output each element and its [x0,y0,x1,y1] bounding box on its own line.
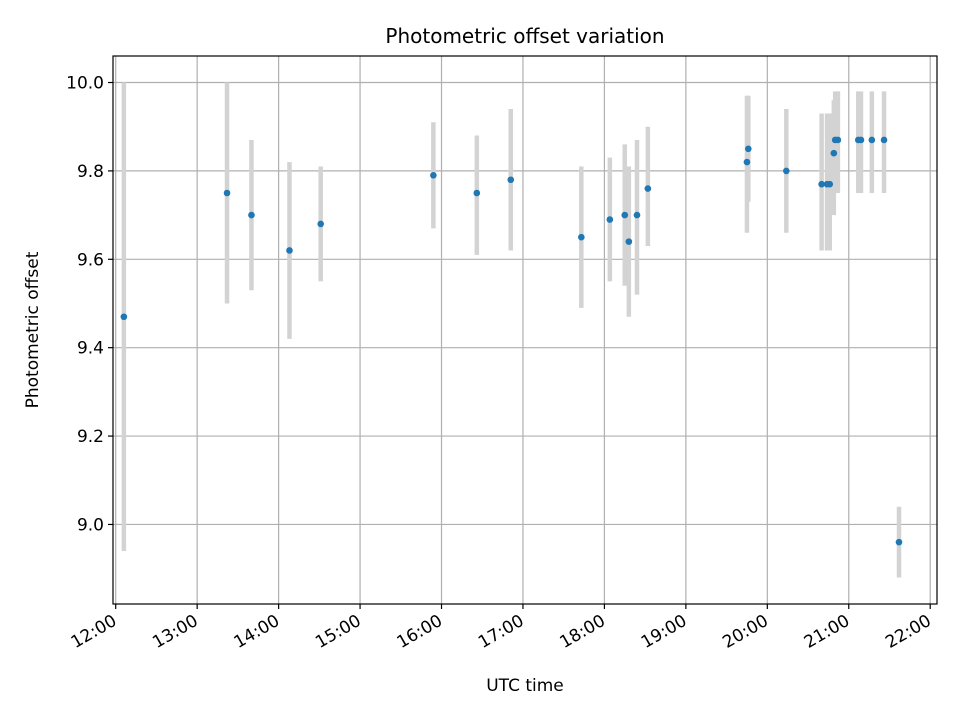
data-point [633,211,641,219]
data-point [783,167,790,175]
data-points [120,136,903,546]
data-point [857,136,865,144]
data-point [473,189,481,197]
data-point [317,220,324,228]
data-point [120,313,128,321]
data-point [818,180,825,188]
data-point [621,211,629,219]
data-point [745,145,752,153]
data-point [625,238,633,245]
data-point [834,136,842,144]
y-tick-label: 9.4 [77,339,104,359]
data-point [880,136,888,144]
data-point [286,247,293,254]
grid [113,56,937,604]
y-axis-title: Photometric offset [23,251,43,408]
x-axis-title: UTC time [486,676,564,696]
data-point [606,216,614,223]
y-tick-label: 9.2 [77,427,104,447]
data-point [895,538,903,546]
data-point [644,185,652,192]
y-tick-label: 9.6 [77,250,104,270]
y-axis-ticks: 9.0 9.2 9.4 9.6 9.8 10.0 [66,74,113,535]
data-point [248,211,255,219]
data-point [830,149,838,157]
chart-title: Photometric offset variation [385,24,664,48]
y-tick-label: 9.0 [77,515,104,535]
data-point [223,189,231,197]
data-point [826,180,834,188]
plot-frame [112,55,938,605]
data-point [743,158,751,166]
data-point [507,176,515,184]
data-point [868,136,876,144]
data-point [430,172,437,179]
y-tick-label: 10.0 [66,74,104,94]
data-point [578,233,585,241]
y-tick-label: 9.8 [77,162,104,182]
